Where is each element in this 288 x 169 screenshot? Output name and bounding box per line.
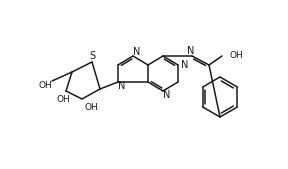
Text: N: N bbox=[163, 90, 171, 100]
Text: N: N bbox=[181, 60, 189, 70]
Text: OH: OH bbox=[56, 95, 70, 104]
Text: OH: OH bbox=[38, 81, 52, 91]
Text: OH: OH bbox=[84, 103, 98, 113]
Text: N: N bbox=[187, 46, 195, 56]
Text: S: S bbox=[89, 51, 95, 61]
Text: N: N bbox=[133, 47, 141, 57]
Text: N: N bbox=[118, 81, 126, 91]
Text: OH: OH bbox=[229, 52, 243, 61]
